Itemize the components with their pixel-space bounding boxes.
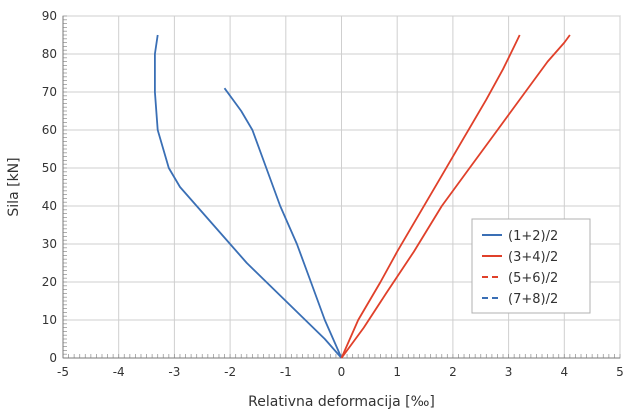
chart-grid <box>62 15 621 359</box>
legend-label: (5+6)/2 <box>508 271 558 286</box>
x-tick-label: 5 <box>616 365 624 379</box>
x-tick-label: 0 <box>338 365 346 379</box>
y-tick-label: 90 <box>42 9 57 23</box>
y-tick-label: 70 <box>42 85 57 99</box>
y-tick-label: 60 <box>42 123 57 137</box>
legend-box <box>471 218 591 314</box>
x-tick-label: -5 <box>57 365 69 379</box>
y-tick-label: 80 <box>42 47 57 61</box>
series-line-1 <box>153 34 343 359</box>
chart-series <box>153 34 571 359</box>
legend-label: (3+4)/2 <box>508 250 558 265</box>
legend-label: (7+8)/2 <box>508 292 558 307</box>
y-tick-label: 30 <box>42 237 57 251</box>
x-tick-label: -1 <box>280 365 292 379</box>
x-tick-label: 3 <box>505 365 513 379</box>
y-tick-label: 40 <box>42 199 57 213</box>
y-axis-label: Sila [kN] <box>6 157 22 216</box>
series-line-3 <box>340 34 521 359</box>
series-line-2 <box>223 87 343 359</box>
series-line-4 <box>340 34 571 359</box>
y-tick-label: 10 <box>42 313 57 327</box>
x-tick-label: -3 <box>168 365 180 379</box>
x-tick-label: 4 <box>560 365 568 379</box>
y-tick-label: 50 <box>42 161 57 175</box>
x-tick-label: -4 <box>113 365 125 379</box>
x-axis-label: Relativna deformacija [‰] <box>248 394 435 410</box>
chart-legend: (1+2)/2 (3+4)/2 (5+6)/2 (7+8)/2 <box>471 218 591 314</box>
x-tick-label: 2 <box>449 365 457 379</box>
y-tick-label: 0 <box>49 351 57 365</box>
x-tick-label: -2 <box>224 365 236 379</box>
y-tick-label: 20 <box>42 275 57 289</box>
chart-minor-ticks <box>62 15 621 359</box>
x-tick-label: 1 <box>393 365 401 379</box>
legend-label: (1+2)/2 <box>508 229 558 244</box>
